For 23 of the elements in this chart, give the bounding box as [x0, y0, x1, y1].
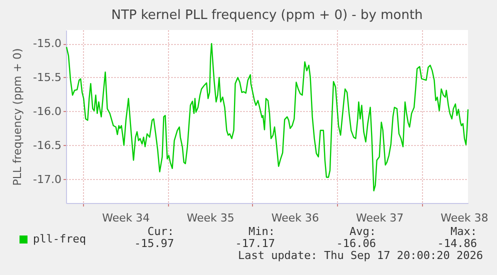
text: -17.17	[235, 237, 275, 250]
text: Min:	[248, 225, 275, 238]
x-tick-label: Week 35	[186, 212, 234, 224]
y-tick-label: -17.0	[33, 172, 62, 186]
y-tick-label: -16.0	[33, 104, 62, 118]
line-series	[66, 42, 469, 192]
y-axis-title: PLL frequency (ppm + 0)	[11, 48, 24, 186]
y-tick-label: -15.5	[33, 70, 62, 84]
x-tick-label: Week 34	[102, 212, 150, 224]
text: Last update: Thu Sep 17 20:00:20 2026	[238, 249, 483, 262]
chart-title: NTP kernel PLL frequency (ppm + 0) - by month	[111, 8, 423, 23]
text: Cur:	[148, 225, 174, 238]
y-tick-label: -15.0	[33, 37, 62, 50]
text: Avg:	[350, 225, 376, 238]
text: Max:	[450, 225, 477, 238]
x-tick-label: Week 37	[356, 212, 404, 224]
legend-label: pll-freq	[33, 232, 86, 246]
text: -14.86	[437, 237, 477, 250]
x-tick-label: Week 36	[271, 212, 320, 224]
text: -16.06	[336, 237, 376, 250]
y-tick-label: -16.5	[33, 138, 62, 152]
x-tick-label: Week 38	[440, 212, 488, 224]
text: -15.97	[134, 237, 174, 250]
